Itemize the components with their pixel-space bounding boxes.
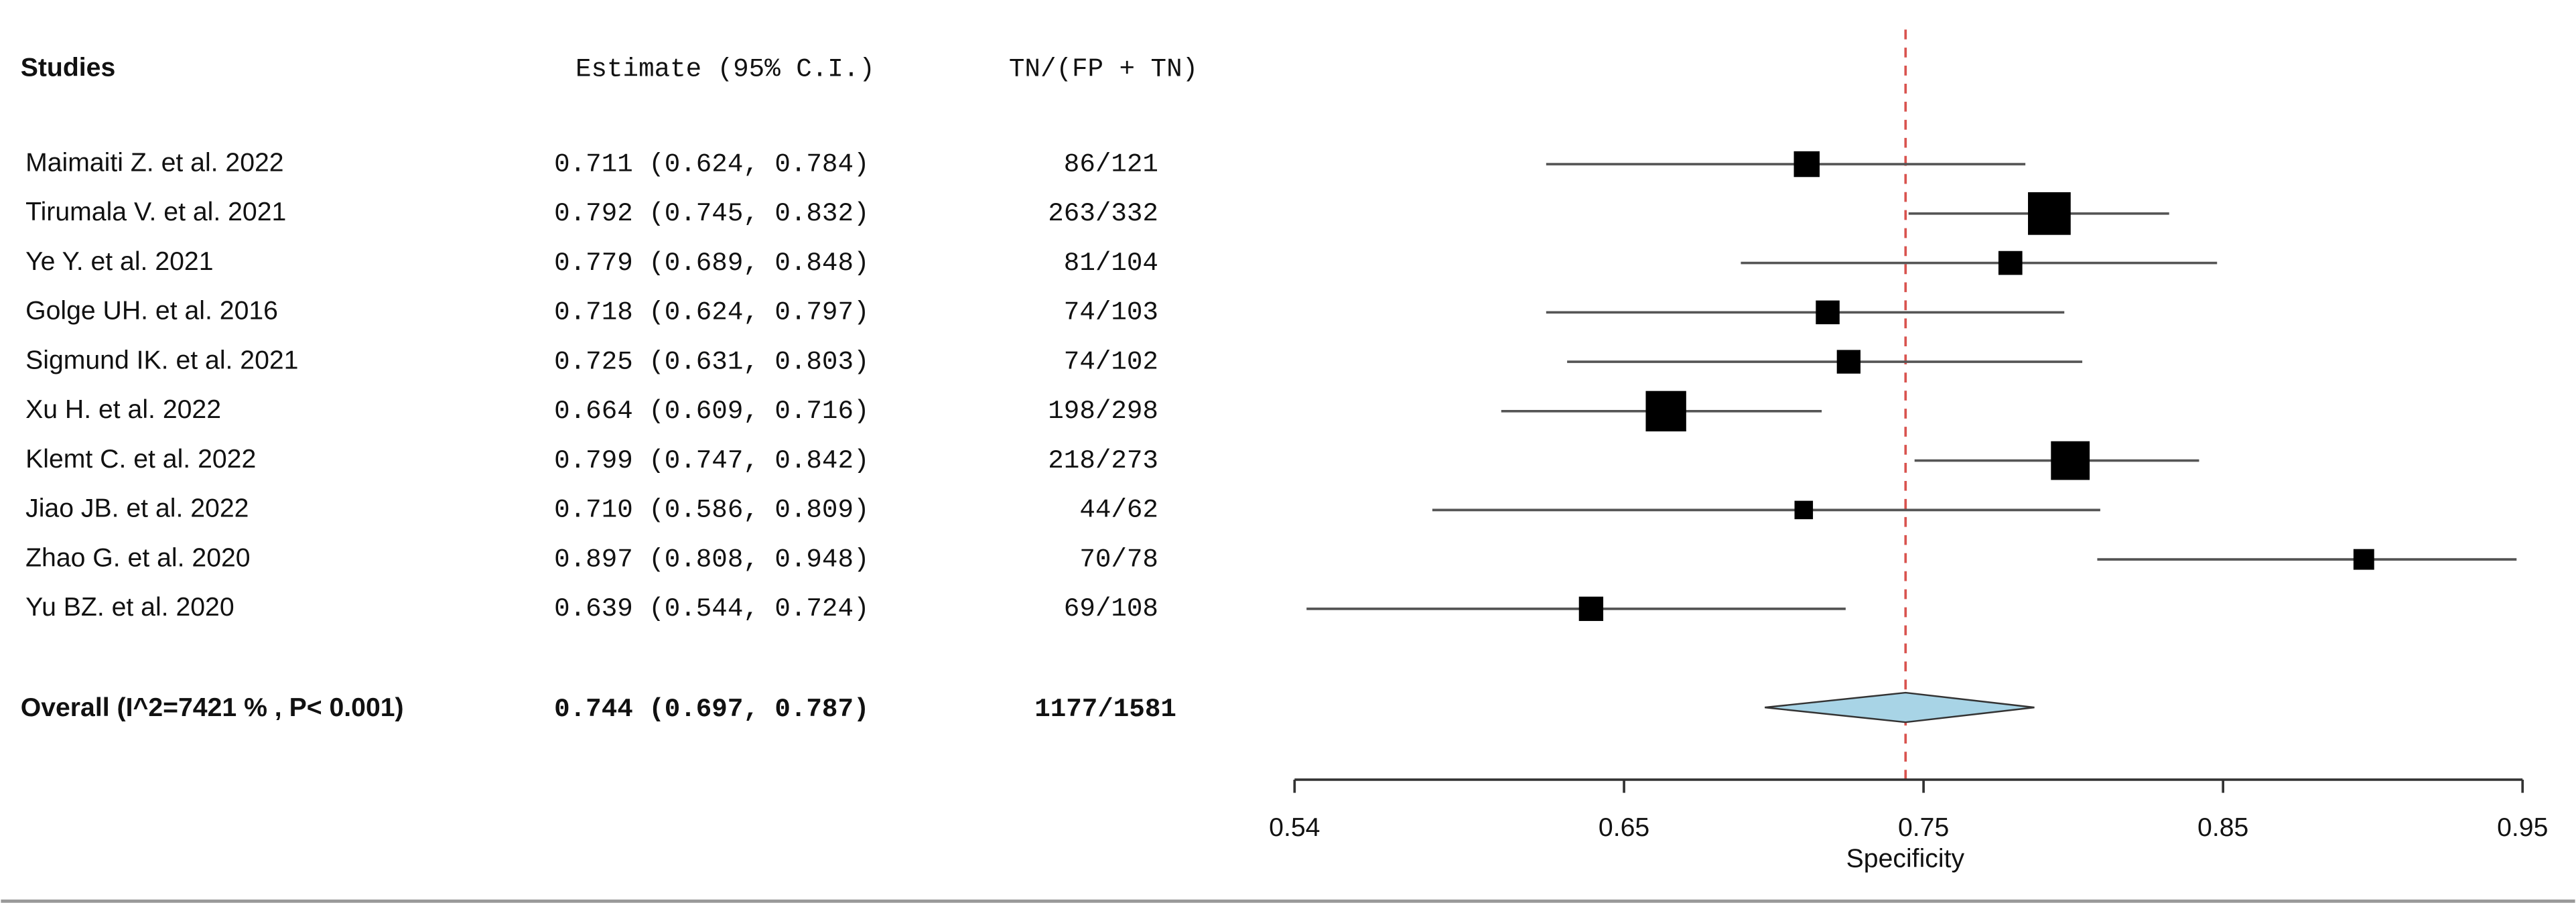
count-label: 74/102 (1064, 346, 1158, 376)
estimate-label: 0.792 (0.745, 0.832) (554, 198, 869, 228)
estimate-square (1816, 300, 1840, 325)
count-label: 86/121 (1064, 149, 1158, 179)
count-label: 218/273 (1048, 445, 1158, 476)
study-label: Jiao JB. et al. 2022 (25, 494, 249, 523)
estimate-square (1578, 596, 1604, 622)
estimate-label: 0.799 (0.747, 0.842) (554, 445, 869, 476)
study-label: Klemt C. et al. 2022 (25, 445, 256, 474)
estimate-square (1794, 500, 1814, 520)
x-tick-label: 0.75 (1898, 813, 1949, 842)
estimate-label: 0.710 (0.586, 0.809) (554, 495, 869, 525)
estimate-label: 0.718 (0.624, 0.797) (554, 297, 869, 328)
x-tick-label: 0.54 (1269, 813, 1320, 842)
estimate-square (2353, 549, 2374, 570)
overall-label: Overall (I^2=7421 % , P< 0.001) (21, 693, 404, 722)
count-label: 198/298 (1048, 396, 1158, 426)
estimate-label: 0.779 (0.689, 0.848) (554, 248, 869, 278)
count-label: 74/103 (1064, 297, 1158, 328)
overall-estimate-label: 0.744 (0.697, 0.787) (554, 694, 869, 724)
header-estimate: Estimate (95% C.I.) (575, 54, 875, 84)
estimate-label: 0.725 (0.631, 0.803) (554, 346, 869, 376)
study-label: Golge UH. et al. 2016 (25, 297, 278, 326)
header-studies: Studies (21, 53, 116, 82)
study-label: Yu BZ. et al. 2020 (25, 593, 234, 622)
estimate-label: 0.664 (0.609, 0.716) (554, 396, 869, 426)
x-tick-label: 0.95 (2497, 813, 2548, 842)
count-label: 70/78 (1079, 544, 1158, 574)
x-tick-label: 0.65 (1599, 813, 1649, 842)
overall-diamond (1765, 691, 2035, 723)
count-label: 69/108 (1064, 593, 1158, 624)
study-label: Xu H. et al. 2022 (25, 395, 221, 424)
estimate-square (1645, 391, 1686, 432)
estimate-square (2028, 192, 2071, 235)
estimate-square (1998, 251, 2023, 275)
overall-count: 1177/1581 (1034, 694, 1176, 724)
estimate-square (2051, 441, 2090, 480)
estimate-label: 0.639 (0.544, 0.724) (554, 593, 869, 624)
estimate-square (1793, 151, 1820, 178)
estimate-label: 0.711 (0.624, 0.784) (554, 149, 869, 179)
estimate-square (1836, 350, 1861, 374)
study-label: Sigmund IK. et al. 2021 (25, 346, 298, 374)
count-label: 263/332 (1048, 198, 1158, 228)
study-label: Zhao G. et al. 2020 (25, 543, 251, 572)
x-axis-label: Specificity (1846, 844, 1965, 873)
x-tick-label: 0.85 (2197, 813, 2248, 842)
count-label: 44/62 (1079, 495, 1158, 525)
study-label: Maimaiti Z. et al. 2022 (25, 148, 284, 177)
header-counts: TN/(FP + TN) (1009, 54, 1198, 84)
count-label: 81/104 (1064, 248, 1158, 278)
study-label: Ye Y. et al. 2021 (25, 247, 213, 276)
estimate-label: 0.897 (0.808, 0.948) (554, 544, 869, 574)
study-label: Tirumala V. et al. 2021 (25, 198, 286, 226)
